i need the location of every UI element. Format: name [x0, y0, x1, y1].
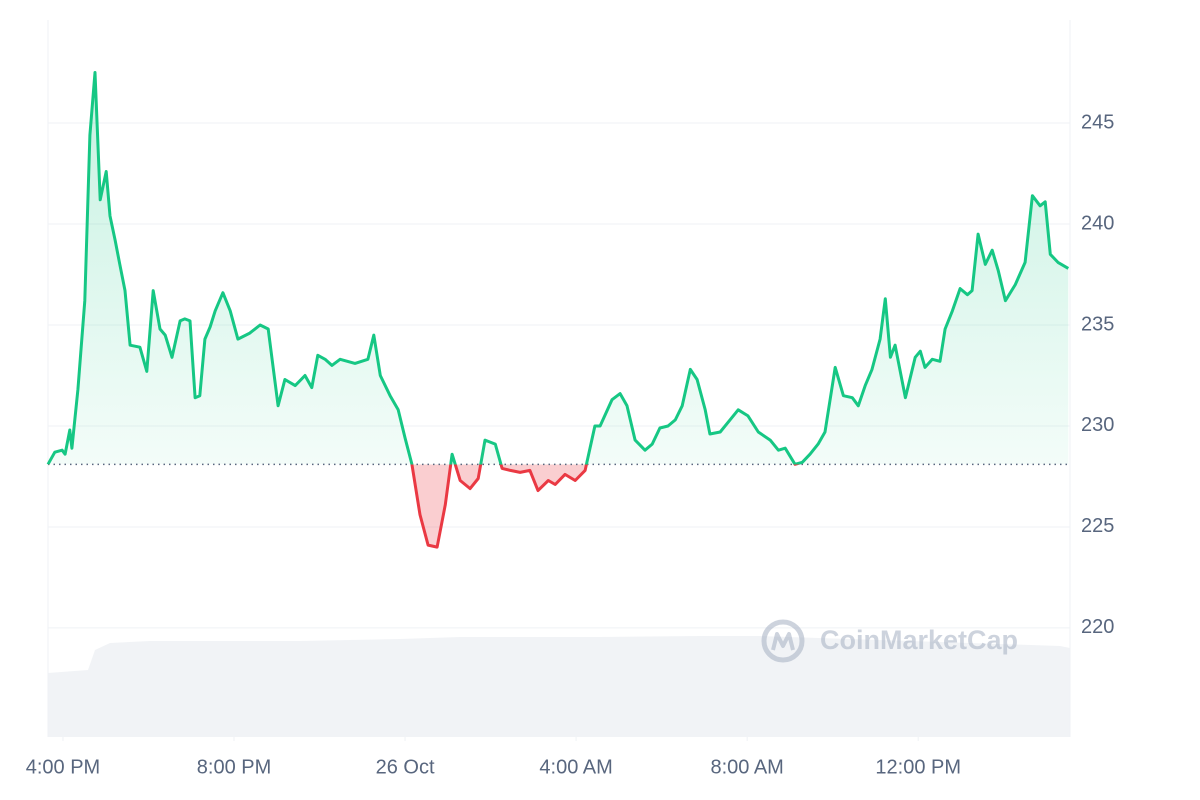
price-area [48, 72, 1069, 548]
y-tick-label: 220 [1081, 616, 1114, 638]
y-tick-label: 245 [1081, 111, 1114, 133]
x-tick-label: 4:00 AM [539, 756, 612, 778]
x-tick-label: 4:00 PM [26, 756, 100, 778]
x-tick-label: 8:00 AM [710, 756, 783, 778]
x-tick-label: 26 Oct [376, 756, 435, 778]
y-tick-label: 235 [1081, 313, 1114, 335]
watermark-logo [761, 619, 805, 663]
plot [46, 71, 1070, 549]
price-line [46, 71, 1070, 549]
x-tick-label: 8:00 PM [197, 756, 271, 778]
axes: 220 225 230 235 240 245 4:00 PM 8:00 PM 26 Oct 4:… [26, 111, 1115, 778]
watermark: CoinMarketCap [761, 619, 1018, 663]
x-tick-label: 12:00 PM [875, 756, 961, 778]
watermark-text: CoinMarketCap [820, 625, 1018, 655]
y-tick-label: 230 [1081, 414, 1114, 436]
y-tick-label: 225 [1081, 515, 1114, 537]
watermark-logo-mark [771, 632, 795, 651]
y-tick-label: 240 [1081, 212, 1114, 234]
volume-silhouette [48, 636, 1070, 737]
